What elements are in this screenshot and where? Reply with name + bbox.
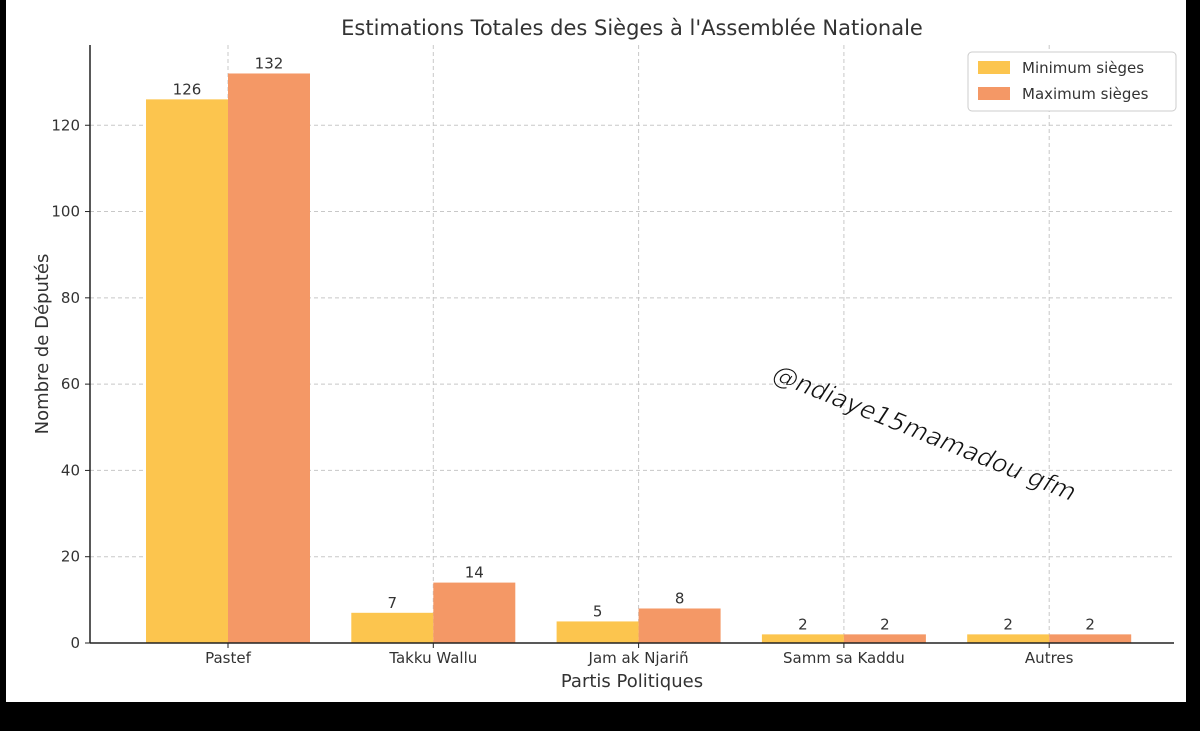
bar-chart: Estimations Totales des Sièges à l'Assem…: [32, 16, 1177, 692]
x-tick-label: Autres: [1025, 649, 1074, 667]
chart-panel: Estimations Totales des Sièges à l'Assem…: [6, 0, 1186, 702]
x-tick-label: Samm sa Kaddu: [783, 649, 905, 667]
bar-value-label: 132: [255, 54, 284, 72]
watermark: @ndiaye15mamadou gfm: [769, 359, 1081, 507]
bar: [228, 73, 310, 643]
bar-value-label: 14: [465, 564, 484, 582]
y-tick-label: 80: [61, 289, 80, 307]
legend: Minimum sièges Maximum sièges: [967, 51, 1177, 112]
y-tick-label: 40: [61, 461, 80, 479]
bar: [761, 634, 844, 643]
x-ticks: Pastef Takku Wallu Jam ak Njariñ Samm sa Ka…: [205, 643, 1074, 667]
bar: [351, 612, 434, 643]
x-axis-label: Partis Politiques: [561, 671, 703, 692]
bar-value-label: 7: [388, 594, 398, 612]
x-tick-label: Pastef: [205, 649, 251, 667]
bar-value-label: 5: [593, 602, 603, 620]
bar-value-label: 2: [798, 615, 808, 633]
bar-value-label: 2: [1085, 615, 1095, 633]
y-tick-label: 120: [51, 116, 80, 134]
legend-box: [967, 51, 1177, 112]
legend-swatch-maximum: [978, 87, 1010, 100]
bar: [146, 99, 228, 643]
bar-value-label: 2: [1003, 615, 1013, 633]
bar: [556, 621, 639, 643]
bars: [146, 73, 1132, 643]
chart-title: Estimations Totales des Sièges à l'Assem…: [341, 16, 923, 40]
y-tick-label: 60: [61, 375, 80, 393]
y-tick-label: 0: [70, 634, 80, 652]
bar: [967, 634, 1050, 643]
bar-value-label: 8: [675, 589, 685, 607]
bar-value-label: 2: [880, 615, 890, 633]
bar: [433, 582, 516, 643]
bar-value-labels: 126 7 5 2 2 132 14 8 2 2: [173, 54, 1095, 633]
bar: [1049, 634, 1132, 643]
x-tick-label: Takku Wallu: [388, 649, 477, 667]
y-ticks: 0 20 40 60 80 100 120: [51, 116, 90, 652]
bar: [843, 634, 926, 643]
y-axis-label: Nombre de Députés: [32, 254, 53, 435]
legend-swatch-minimum: [978, 61, 1010, 74]
x-tick-label: Jam ak Njariñ: [588, 649, 689, 667]
legend-label-minimum: Minimum sièges: [1022, 59, 1144, 77]
bar: [638, 608, 721, 643]
y-tick-label: 100: [51, 203, 80, 221]
legend-label-maximum: Maximum sièges: [1022, 85, 1149, 103]
axes: [89, 45, 1174, 644]
y-tick-label: 20: [61, 548, 80, 566]
bar-value-label: 126: [173, 80, 202, 98]
